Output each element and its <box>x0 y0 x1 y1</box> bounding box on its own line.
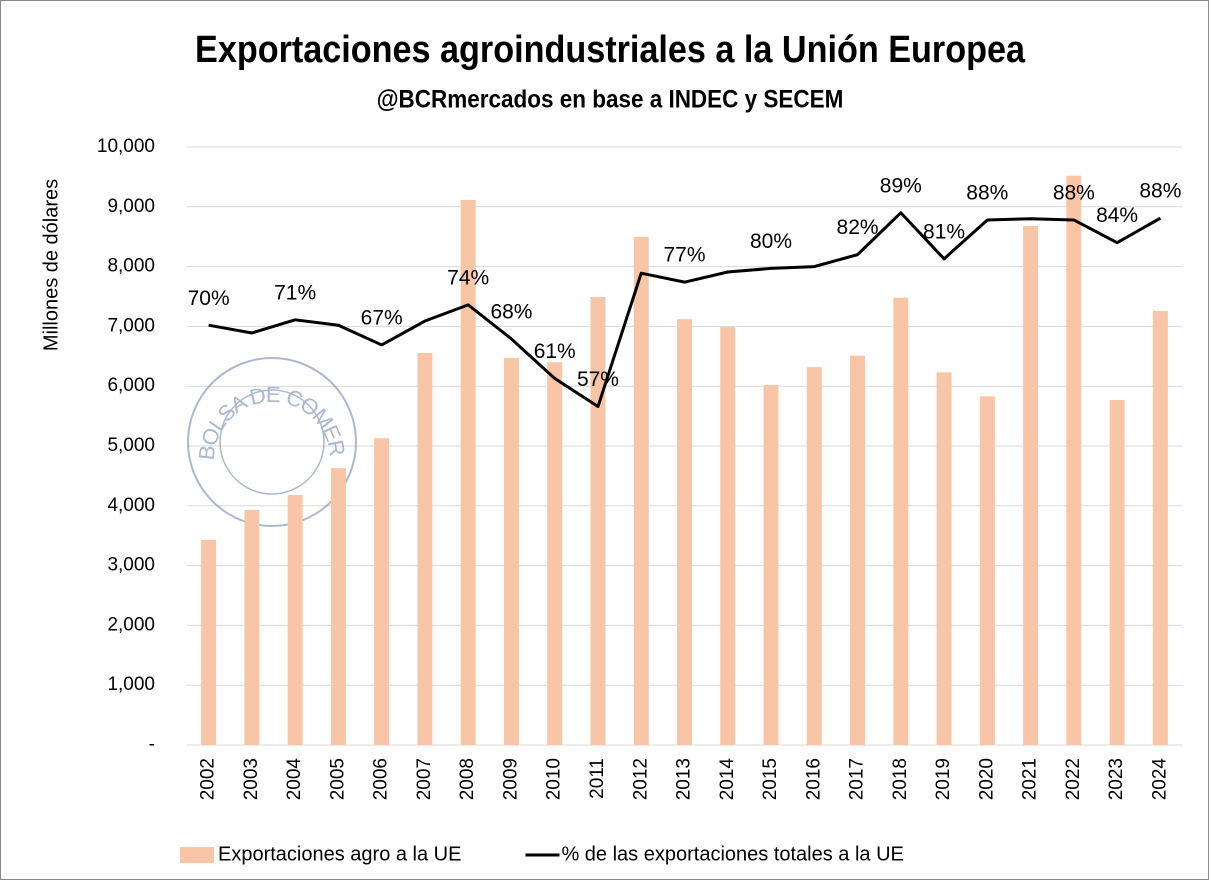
bar <box>677 319 692 745</box>
y-tick-label: 9,000 <box>107 196 155 217</box>
bar <box>850 355 866 745</box>
data-label: 61% <box>534 340 576 363</box>
y-tick-label: 6,000 <box>107 375 155 396</box>
x-tick-label: 2005 <box>327 758 348 800</box>
bar <box>330 468 346 745</box>
bar <box>763 385 779 745</box>
bar <box>547 362 563 745</box>
y-tick-label: 1,000 <box>107 674 155 695</box>
x-tick-label: 2017 <box>847 758 868 800</box>
x-tick-label: 2014 <box>717 758 738 801</box>
x-tick-label: 2003 <box>241 758 262 800</box>
bar <box>460 199 476 746</box>
bar <box>979 396 995 745</box>
data-label: 67% <box>361 306 403 329</box>
data-label: 71% <box>274 281 316 304</box>
bar <box>201 539 217 745</box>
x-tick-label: 2010 <box>544 758 565 800</box>
y-tick-label: - <box>149 734 155 755</box>
legend-label: Exportaciones agro a la UE <box>218 843 461 865</box>
x-tick-label: 2004 <box>284 758 305 801</box>
bar <box>806 367 822 745</box>
x-tick-label: 2015 <box>760 758 781 800</box>
bar <box>287 495 303 745</box>
y-tick-label: 2,000 <box>107 614 155 635</box>
x-tick-label: 2012 <box>630 758 651 800</box>
bar <box>1152 310 1168 745</box>
x-tick-label: 2022 <box>1063 758 1084 800</box>
data-label: 84% <box>1096 204 1138 227</box>
x-tick-label: 2007 <box>414 758 435 800</box>
y-tick-label: 5,000 <box>107 435 155 456</box>
bar <box>936 372 952 745</box>
bar <box>720 326 736 745</box>
data-label: 82% <box>837 216 879 239</box>
bar <box>893 297 909 745</box>
x-tick-label: 2019 <box>933 758 954 800</box>
bar <box>374 438 390 745</box>
y-tick-label: 7,000 <box>107 315 155 336</box>
x-tick-label: 2016 <box>803 758 824 800</box>
chart-title: Exportaciones agroindustriales a la Unió… <box>195 27 1026 70</box>
y-tick-label: 10,000 <box>97 136 155 157</box>
bar <box>590 297 606 745</box>
chart-subtitle: @BCRmercados en base a INDEC y SECEM <box>377 86 844 114</box>
legend-swatch <box>180 847 214 863</box>
bar <box>244 509 260 745</box>
y-tick-label: 4,000 <box>107 495 155 516</box>
x-tick-label: 2021 <box>1020 758 1041 800</box>
data-label: 74% <box>447 266 489 289</box>
bar <box>1066 175 1082 746</box>
x-tick-label: 2002 <box>198 758 219 800</box>
data-label: 89% <box>880 174 922 197</box>
bar <box>1109 399 1125 745</box>
y-tick-label: 8,000 <box>107 256 155 277</box>
data-label: 80% <box>750 230 792 253</box>
legend-label: % de las exportaciones totales a la UE <box>561 843 903 865</box>
data-label: 68% <box>490 301 532 324</box>
line <box>208 211 1162 409</box>
x-tick-label: 2008 <box>457 758 478 800</box>
data-label: 88% <box>1053 182 1095 205</box>
bar <box>503 358 519 745</box>
y-axis-label: Millones de dólares <box>40 179 62 351</box>
data-label: 57% <box>577 368 619 391</box>
x-tick-label: 2024 <box>1149 758 1170 801</box>
x-tick-label: 2013 <box>674 758 695 800</box>
x-tick-label: 2006 <box>371 758 392 800</box>
data-label: 70% <box>188 287 230 310</box>
x-tick-label: 2018 <box>890 758 911 800</box>
bar <box>1023 225 1039 745</box>
data-label: 88% <box>966 182 1008 205</box>
bar <box>417 353 433 745</box>
x-tick-label: 2011 <box>587 758 608 799</box>
grid <box>187 146 1182 746</box>
data-label: 77% <box>663 244 705 267</box>
bar <box>633 236 649 745</box>
data-label: 88% <box>1139 180 1181 203</box>
x-tick-label: 2009 <box>500 758 521 800</box>
data-label: 81% <box>923 220 965 243</box>
x-tick-label: 2023 <box>1106 758 1127 800</box>
x-tick-label: 2020 <box>976 758 997 800</box>
y-tick-label: 3,000 <box>107 555 155 576</box>
